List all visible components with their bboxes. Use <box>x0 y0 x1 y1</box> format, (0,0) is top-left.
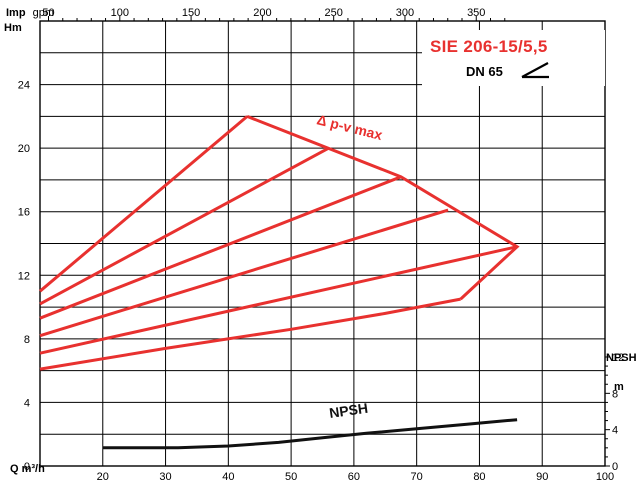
top-tick-label: 200 <box>253 7 271 19</box>
head-curve-5 <box>39 245 518 355</box>
top-tick-label: 150 <box>182 7 200 19</box>
y-tick-label: 4 <box>24 397 30 409</box>
chart-title: SIE 206-15/5,5 <box>430 37 548 56</box>
top-tick-label: 350 <box>467 7 485 19</box>
top-axis-title: Imp gpm <box>6 7 54 19</box>
x-tick-label: 30 <box>159 471 171 483</box>
y-tick-label: 12 <box>18 270 30 282</box>
y2-axis-unit: m <box>614 381 624 393</box>
series-layer <box>39 115 520 450</box>
x-axis-ticks: 20 30 40 50 60 70 80 90 100 <box>97 471 615 483</box>
y-tick-label: 20 <box>18 143 30 155</box>
y-tick-label: 8 <box>24 334 30 346</box>
y2-tick-label: 4 <box>612 425 618 437</box>
y-tick-label: 24 <box>18 80 30 92</box>
plot-frame <box>39 20 606 467</box>
npsh-curve <box>102 418 518 450</box>
top-axis-title-normal: gpm <box>33 7 54 19</box>
top-tick-label: 50 <box>42 7 54 19</box>
top-tick-label: 250 <box>324 7 342 19</box>
head-curve-2 <box>39 146 330 306</box>
grid <box>40 21 605 466</box>
y2-axis-title: NPSH <box>606 352 637 364</box>
y-tick-label: 16 <box>18 207 30 219</box>
x-tick-label: 70 <box>411 471 423 483</box>
y-tick-label: 0 <box>24 461 30 473</box>
head-curve-7 <box>246 115 520 301</box>
npsh-annotation: NPSH <box>328 400 369 421</box>
head-curve-3 <box>39 175 402 320</box>
chart-subtitle: DN 65 <box>466 64 503 79</box>
x-axis-title: Q m³/h <box>10 463 45 475</box>
x-tick-label: 90 <box>536 471 548 483</box>
head-curve-4 <box>39 208 449 338</box>
head-curve-1 <box>39 115 249 293</box>
x-tick-label: 50 <box>285 471 297 483</box>
y2-tick-label: 8 <box>612 388 618 400</box>
top-tick-label: 300 <box>396 7 414 19</box>
head-curve-6 <box>39 297 461 371</box>
y2-tick-label: 0 <box>612 461 618 473</box>
top-axis-ticks: 50 100 150 200 250 300 350 <box>42 7 506 21</box>
y2-axis-ticks: 0 4 8 12 <box>605 352 624 473</box>
top-axis-title-bold: Imp <box>6 7 26 19</box>
title-backdrop <box>422 30 605 86</box>
x-tick-label: 80 <box>473 471 485 483</box>
y2-tick-label: 12 <box>612 352 624 364</box>
y-axis-title: Hm <box>4 22 22 34</box>
x-tick-label: 100 <box>596 471 614 483</box>
top-tick-label: 100 <box>111 7 129 19</box>
pipe-symbol-icon <box>521 62 549 79</box>
x-tick-label: 20 <box>97 471 109 483</box>
x-tick-label: 40 <box>222 471 234 483</box>
y-axis-ticks: 0 4 8 12 16 20 24 <box>18 80 30 473</box>
x-tick-label: 60 <box>348 471 360 483</box>
